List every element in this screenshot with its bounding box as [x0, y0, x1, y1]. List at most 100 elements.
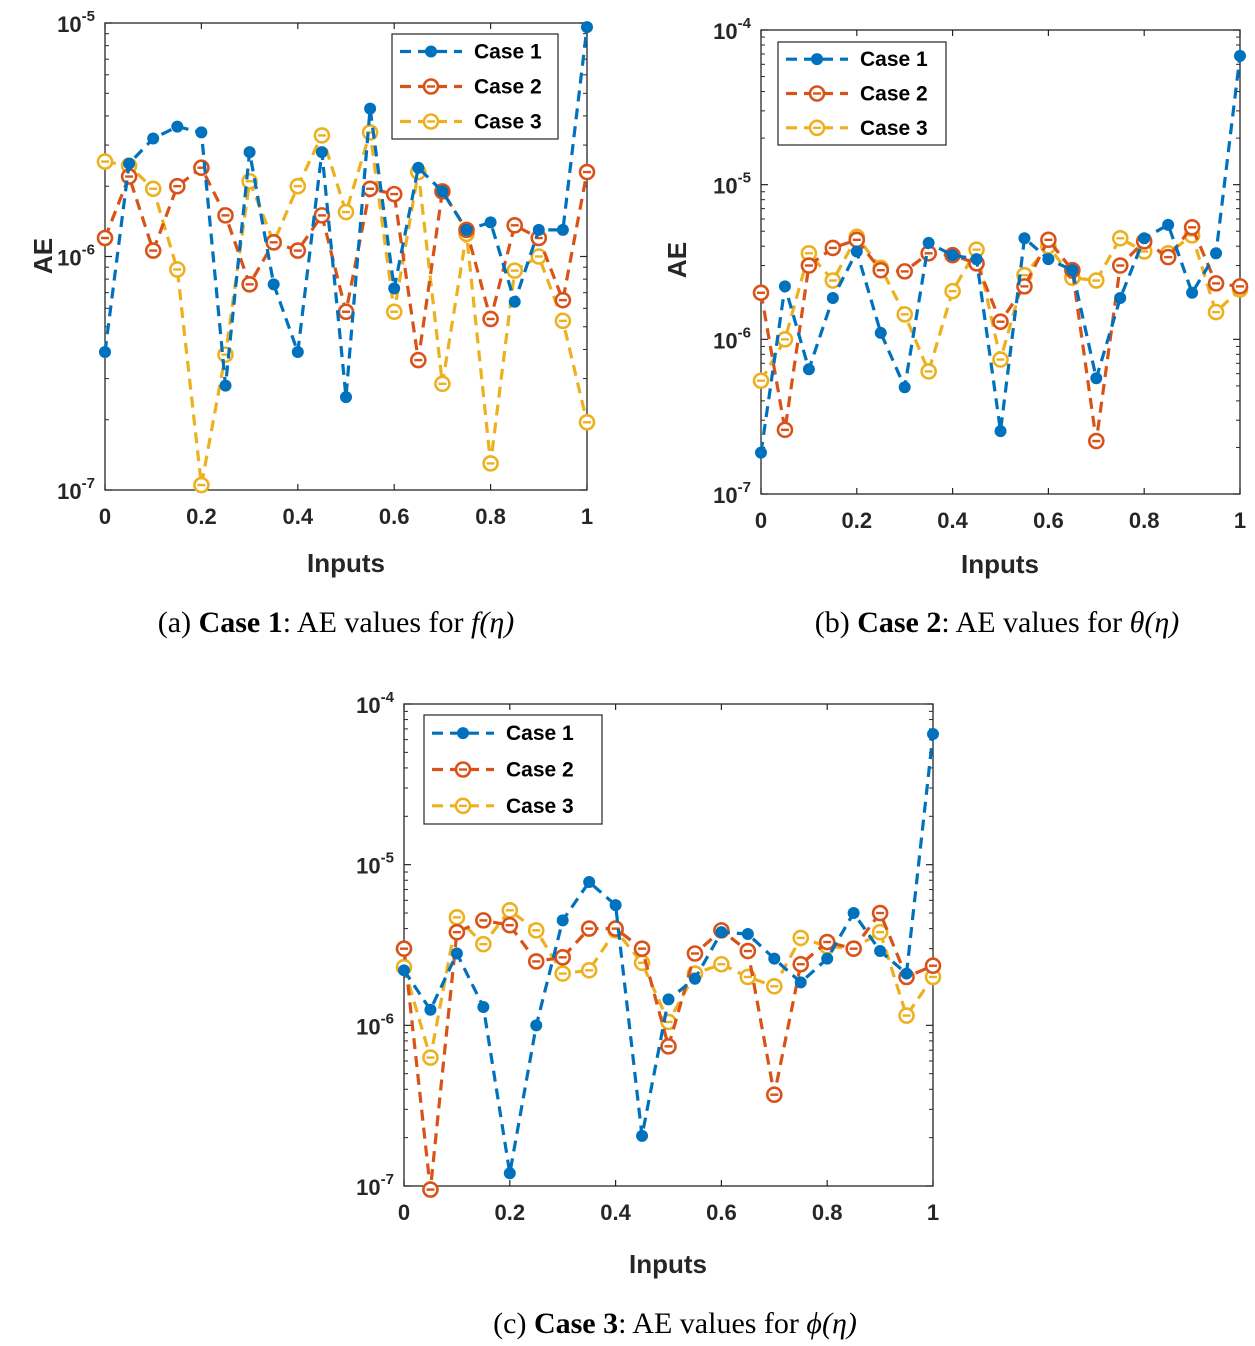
series-layer [395, 728, 942, 1198]
series-line-case-1 [759, 55, 1242, 453]
point-case-1 [398, 964, 410, 977]
x-tick-label: 0 [398, 1200, 410, 1225]
legend-label-case-2: Case 2 [506, 759, 574, 782]
x-tick-label: 0.4 [600, 1200, 631, 1225]
y-tick-label: 10-6 [57, 242, 95, 271]
point-case-1 [778, 280, 791, 293]
point-case-1 [636, 1129, 649, 1142]
chart-panel-b: 0 0.2 0.4 0.6 0.8 1 10-7 10-6 10-5 10-4 Inputs AE Ca… [662, 15, 1249, 639]
point-case-1 [847, 907, 860, 920]
legend-label-case-3: Case 3 [506, 795, 574, 818]
point-case-1 [898, 381, 911, 394]
y-tick-label: 10-7 [356, 1171, 394, 1200]
legend-marker-case-1 [457, 727, 469, 740]
y-tick-label: 10-5 [356, 850, 394, 879]
legend: Case 1 Case 2 Case 3 [423, 714, 603, 825]
series-layer [752, 49, 1249, 459]
y-tick-label: 10-7 [713, 479, 751, 508]
series-line-case-3 [402, 908, 935, 1059]
point-case-1 [927, 728, 939, 741]
point-case-1 [1090, 372, 1103, 385]
point-case-1 [1186, 286, 1199, 299]
point-case-1 [994, 425, 1007, 438]
point-case-1 [946, 249, 959, 262]
point-case-1 [583, 876, 596, 889]
point-case-1 [147, 132, 160, 145]
legend: Case 1 Case 2 Case 3 [777, 41, 947, 146]
point-case-1 [715, 926, 728, 939]
x-tick-label: 0.6 [379, 504, 410, 529]
x-axis-label: Inputs [629, 1249, 707, 1279]
point-case-1 [802, 363, 815, 376]
x-tick-label: 0.2 [842, 508, 873, 533]
point-case-1 [850, 245, 863, 258]
point-case-1 [874, 326, 887, 339]
point-case-1 [609, 899, 622, 912]
point-case-1 [291, 345, 304, 358]
point-case-1 [794, 976, 807, 989]
x-tick-label: 0 [99, 504, 111, 529]
point-case-1 [1138, 232, 1151, 245]
point-case-1 [460, 223, 473, 236]
x-tick-label: 1 [1234, 508, 1246, 533]
point-case-1 [171, 120, 184, 133]
point-case-1 [99, 345, 111, 358]
legend-marker-case-1 [425, 45, 437, 58]
point-case-1 [340, 391, 352, 404]
legend-label-case-3: Case 3 [474, 111, 542, 134]
x-axis-label: Inputs [961, 549, 1039, 579]
point-case-1 [477, 1001, 490, 1014]
y-tick-label: 10-4 [713, 15, 751, 44]
point-case-1 [556, 914, 569, 927]
chart-panel-a: 0 0.2 0.4 0.6 0.8 1 10-7 10-6 10-5 Inputs AE Case 1… [28, 8, 596, 639]
x-tick-label: 0.6 [1033, 508, 1064, 533]
x-tick-label: 1 [581, 504, 593, 529]
y-tick-label: 10-5 [57, 8, 95, 37]
x-tick-label: 0.6 [706, 1200, 737, 1225]
point-case-1 [581, 21, 593, 34]
x-tick-label: 0.8 [1129, 508, 1160, 533]
y-axis-label: AE [662, 242, 692, 278]
point-case-1 [755, 446, 767, 459]
point-case-1 [970, 253, 983, 266]
legend: Case 1 Case 2 Case 3 [391, 33, 559, 140]
legend-label-case-2: Case 2 [474, 76, 542, 99]
point-case-1 [556, 223, 569, 236]
point-case-1 [267, 278, 280, 291]
x-tick-label: 0.2 [495, 1200, 526, 1225]
y-tick-label: 10-6 [713, 324, 751, 353]
y-tick-label: 10-7 [57, 475, 95, 504]
point-case-1 [821, 952, 834, 965]
legend-label-case-3: Case 3 [860, 117, 928, 140]
caption: (c) Case 3: AE values for ϕ(η) [493, 1307, 857, 1340]
point-case-1 [219, 379, 232, 392]
point-case-1 [900, 967, 913, 980]
point-case-1 [436, 185, 449, 198]
point-case-1 [922, 236, 935, 249]
point-case-1 [741, 928, 754, 941]
point-case-1 [484, 216, 497, 229]
caption: (b) Case 2: AE values for θ(η) [815, 606, 1180, 639]
point-case-1 [388, 282, 401, 295]
series-layer [96, 21, 596, 494]
point-case-1 [123, 157, 136, 170]
point-case-1 [1018, 232, 1031, 245]
legend-label-case-1: Case 1 [506, 722, 574, 745]
y-tick-label: 10-6 [356, 1010, 394, 1039]
point-case-1 [1114, 292, 1127, 305]
point-case-1 [1210, 247, 1223, 260]
point-case-1 [1066, 264, 1079, 277]
series-line-case-3 [104, 131, 589, 486]
legend-marker-case-1 [811, 53, 823, 66]
point-case-1 [412, 161, 425, 174]
point-case-1 [688, 972, 701, 985]
point-case-1 [315, 146, 328, 159]
point-case-1 [826, 292, 839, 305]
caption: (a) Case 1: AE values for f(η) [158, 606, 514, 639]
x-tick-label: 0.4 [937, 508, 968, 533]
point-case-1 [424, 1003, 437, 1016]
point-case-1 [662, 993, 675, 1006]
axes-box [760, 29, 1241, 495]
x-tick-label: 0.8 [475, 504, 506, 529]
